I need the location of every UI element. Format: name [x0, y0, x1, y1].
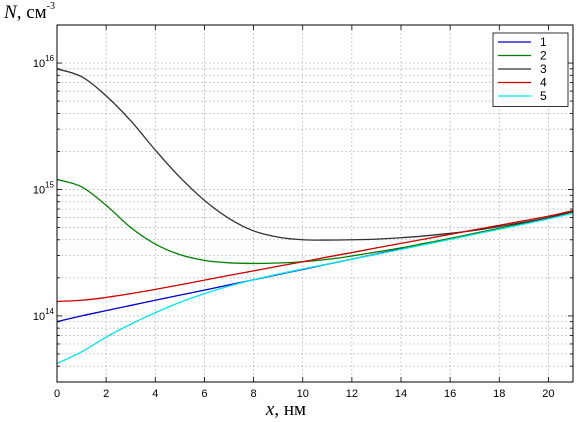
legend-label-3: 3: [540, 62, 547, 76]
y-axis-unit: , см: [17, 2, 47, 23]
y-axis-exp: -3: [47, 1, 55, 12]
grid: [57, 25, 573, 382]
series-line-4: [56, 210, 574, 303]
x-tick-label: 20: [542, 388, 554, 400]
x-tick-label: 18: [493, 388, 505, 400]
y-axis-var: N: [3, 2, 18, 23]
x-tick-label: 14: [395, 388, 407, 400]
legend-box: [492, 32, 569, 107]
x-tick-label: 4: [152, 388, 158, 400]
plot-frame: [56, 24, 574, 383]
legend-label-5: 5: [540, 89, 547, 103]
series-layer: [56, 68, 574, 365]
x-tick-label: 16: [444, 388, 456, 400]
x-tick-label: 2: [103, 388, 109, 400]
x-tick-label: 8: [251, 388, 257, 400]
legend-label-4: 4: [540, 76, 547, 90]
x-tick-label: 0: [54, 388, 60, 400]
x-axis-label: x, нм: [265, 399, 306, 420]
x-tick-label: 12: [346, 388, 358, 400]
x-tick-label: 10: [297, 388, 309, 400]
legend-label-1: 1: [540, 35, 547, 49]
plot-background: [57, 25, 573, 382]
legend-label-2: 2: [540, 49, 547, 63]
y-tick-label: 1015: [33, 180, 55, 196]
series-line-3: [56, 68, 574, 241]
x-axis-var: x: [265, 399, 275, 420]
x-axis-unit: , нм: [274, 399, 306, 420]
series-line-2: [56, 178, 574, 265]
x-tick-label: 6: [201, 388, 207, 400]
y-axis-label: N, см-3: [3, 1, 55, 23]
y-tick-label: 1016: [33, 54, 55, 70]
y-tick-label: 1014: [33, 307, 55, 323]
series-line-5: [56, 212, 574, 365]
